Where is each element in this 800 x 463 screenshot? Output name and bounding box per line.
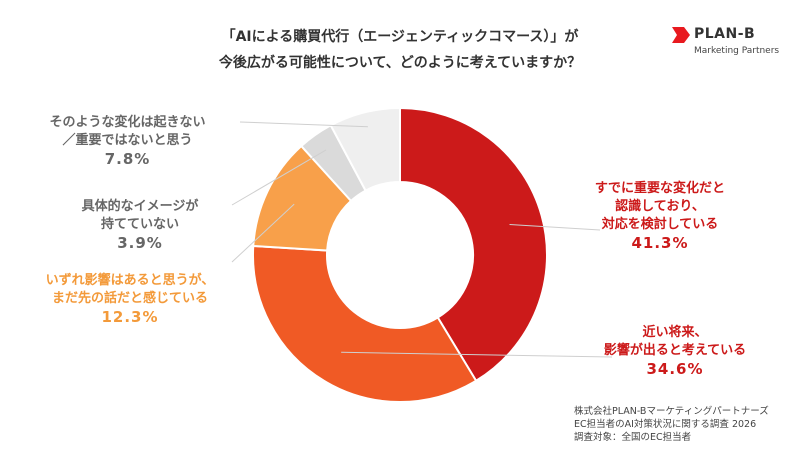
slice-label-2-line-1: 近い将来、 bbox=[642, 325, 708, 340]
leader-lines bbox=[231, 121, 613, 358]
donut-slice-5 bbox=[329, 106, 401, 192]
slice-label-4-line-1: 具体的なイメージが bbox=[81, 199, 199, 214]
leader-line-1 bbox=[509, 223, 601, 231]
brand-name: PLAN-B bbox=[694, 26, 756, 42]
leader-line-3 bbox=[231, 203, 295, 263]
leader-line-4 bbox=[231, 149, 327, 206]
slice-label-1-line-1: すでに重要な変化だと bbox=[594, 181, 726, 196]
chart-title: 「AIによる購買代行（エージェンティックコマース）」が 今後広がる可能性について… bbox=[150, 24, 650, 76]
source-survey: EC担当者のAI対策状況に関する調査 2026 bbox=[574, 419, 757, 430]
leader-line-5 bbox=[239, 121, 368, 128]
brand-logo: PLAN-B Marketing Partners bbox=[672, 26, 782, 62]
slice-label-1-line-3: 対応を検討している bbox=[601, 217, 719, 232]
slice-label-5-line-2: ／重要ではないと思う bbox=[62, 133, 193, 148]
slice-label-3: いずれ影響はあると思うが、 まだ先の話だと感じている 12.3% bbox=[20, 272, 240, 326]
donut-slices bbox=[252, 106, 548, 403]
slice-value-5: 7.8% bbox=[104, 150, 151, 168]
slice-label-1: すでに重要な変化だと 認識しており、 対応を検討している 41.3% bbox=[560, 180, 760, 252]
slice-value-4: 3.9% bbox=[117, 234, 163, 252]
source-company: 株式会社PLAN-Bマーケティングパートナーズ bbox=[574, 406, 769, 417]
leader-line-2 bbox=[341, 351, 613, 358]
source-note: 株式会社PLAN-Bマーケティングパートナーズ EC担当者のAI対策状況に関する… bbox=[574, 405, 769, 444]
chart-title-line-1: 「AIによる購買代行（エージェンティックコマース）」が bbox=[221, 29, 579, 45]
slice-value-3: 12.3% bbox=[101, 308, 159, 326]
slice-value-2: 34.6% bbox=[646, 360, 704, 378]
slice-value-1: 41.3% bbox=[631, 234, 689, 252]
source-target: 調査対象：全国のEC担当者 bbox=[574, 432, 692, 443]
slice-label-2: 近い将来、影響が出ると考えている 34.6% bbox=[580, 324, 770, 378]
slice-label-4: 具体的なイメージが 持てていない 3.9% bbox=[60, 198, 220, 252]
slice-label-3-line-2: まだ先の話だと感じている bbox=[51, 291, 208, 306]
donut-slice-2 bbox=[252, 244, 478, 403]
slice-label-5: そのような変化は起きない ／重要ではないと思う 7.8% bbox=[25, 114, 230, 168]
slice-label-2-line-2: 影響が出ると考えている bbox=[603, 343, 747, 358]
slice-label-5-line-1: そのような変化は起きない bbox=[49, 115, 206, 130]
brand-subtitle: Marketing Partners bbox=[694, 46, 780, 56]
brand-mark-icon bbox=[672, 27, 690, 43]
slice-label-3-line-1: いずれ影響はあると思うが、 bbox=[45, 273, 215, 288]
slice-label-4-line-2: 持てていない bbox=[100, 217, 179, 232]
donut-slice-1 bbox=[399, 106, 548, 383]
chart-title-line-2: 今後広がる可能性について、どのように考えていますか？ bbox=[218, 55, 582, 71]
slice-label-1-line-2: 認識しており、 bbox=[615, 199, 705, 214]
